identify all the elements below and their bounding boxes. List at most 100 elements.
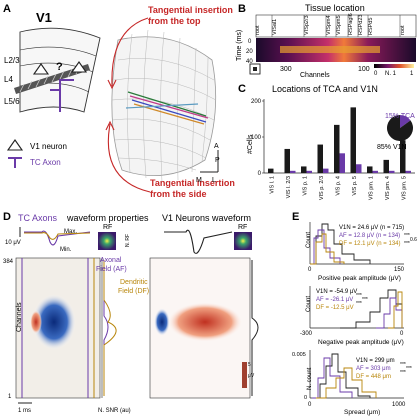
e3-stat: ***	[400, 370, 406, 376]
e2-xlabel: Negative peak amplitude (μV)	[318, 339, 404, 346]
c-category-label: VIS p. 1	[303, 176, 309, 196]
bar-v1n	[367, 166, 373, 173]
bar-v1n	[284, 148, 290, 173]
axis-a: A	[214, 143, 219, 150]
panel-c-label: C	[238, 83, 246, 95]
e2-xtick: 0	[400, 331, 404, 337]
bar-tca	[389, 170, 395, 173]
question-mark: ?	[56, 61, 63, 73]
rf-label: RF	[103, 224, 112, 231]
probe-square-dot	[253, 67, 257, 71]
e2-ylabel: Count	[306, 296, 312, 312]
e1-af-hist	[310, 229, 341, 265]
pie-label-v1n: 85% V1N	[377, 144, 407, 151]
d-left-title-2: waveform properties	[66, 213, 149, 223]
axis-p: P	[215, 157, 220, 164]
tc-heatmap-pos	[30, 310, 42, 334]
c-category-label: VIS pm. 1	[369, 176, 375, 200]
bar-tca	[356, 164, 362, 173]
c-bars	[268, 107, 411, 173]
e3-df: DF = 448 μm	[356, 374, 391, 380]
e2-af-hist	[376, 297, 403, 329]
colorbar-label: N. 1	[385, 71, 397, 77]
region-label: VISpm4	[326, 15, 332, 35]
annotation-top: Tangential insertion from the top	[148, 5, 233, 26]
region-label: VISp2/3	[304, 15, 310, 35]
e1-af: AF = 12.8 μV (n = 134)	[339, 233, 400, 239]
c-category-label: VIS pm. 5	[402, 176, 408, 200]
d-max-label: Max.	[64, 229, 77, 235]
b-ytick: 0	[248, 39, 252, 45]
legend-axon-icon	[8, 157, 22, 168]
tc-heatmap-neg	[32, 294, 76, 350]
e2-stat: ***	[356, 301, 362, 307]
v1-profile	[251, 260, 259, 396]
b-ytick: 40	[246, 59, 253, 65]
e1-stat: ***	[404, 233, 410, 239]
e3-df-hist	[316, 367, 377, 399]
colorbar	[374, 64, 414, 68]
annotation-side: Tangential insertion from the side	[150, 178, 235, 199]
df-label: Dendritic Field (DF)	[118, 279, 149, 295]
df-profile	[103, 260, 117, 396]
panel-b-title: Tissue location	[305, 3, 365, 13]
b-ytick: 20	[246, 49, 253, 55]
c-category-label: VIS l. 1	[270, 176, 276, 194]
layer-l23: L2/3	[4, 56, 20, 65]
e3-xtick: 1000	[392, 402, 406, 408]
c-yticks: 0 100 200	[251, 99, 264, 177]
arrowhead-side	[105, 120, 115, 131]
legend-neuron-label: V1 neuron	[30, 142, 67, 151]
e3-xtick: 0	[308, 402, 312, 408]
e2-df: DF = -12.5 μV	[316, 305, 354, 311]
bar-tca	[306, 170, 312, 173]
legend-axon-label: TC Axon	[30, 158, 61, 167]
e3-ytick: 0.005	[292, 352, 306, 358]
panel-c-ylabel: #Cells	[247, 134, 254, 154]
e2-df-hist	[388, 291, 403, 329]
panel-a-label: A	[3, 3, 11, 15]
region-label: RSPd5	[368, 18, 374, 35]
e3-ytick: 0	[304, 395, 307, 401]
tc-waveform	[24, 230, 91, 246]
pie-slice	[400, 115, 411, 128]
v1-waveform	[164, 229, 233, 254]
e1-df-hist	[310, 233, 345, 265]
e1-xlabel: Positive peak amplitude (μV)	[318, 275, 401, 282]
c-ytick: 0	[258, 171, 262, 177]
e2-stat: ***	[362, 297, 368, 303]
c-ytick: 100	[251, 135, 262, 141]
bar-v1n	[334, 124, 340, 173]
b-xtick: 300	[280, 66, 292, 73]
b-xtick: 100	[358, 66, 370, 73]
bar-v1n	[350, 107, 356, 173]
rf-image	[98, 232, 116, 250]
nrf-label: N. RF	[125, 234, 131, 247]
e3-stat: ***	[400, 362, 406, 368]
e2-xtick: -300	[300, 331, 313, 337]
d-ytick: 384	[3, 259, 14, 265]
c-category-label: VIS pm. 4	[385, 176, 391, 200]
e1-ratio: 0.6	[410, 237, 417, 243]
pie-chart	[387, 115, 413, 141]
d-scale-uv: 10 μV	[5, 240, 21, 246]
e1-stat: ***	[404, 241, 410, 247]
e1-xtick: 0	[308, 267, 312, 273]
c-xlabels: VIS l. 1 VIS l. 2/3 VIS p. 1 VIS p. 2/3 VIS …	[270, 176, 408, 200]
bar-v1n	[301, 166, 307, 173]
region-label: VISpm5	[336, 15, 342, 35]
axis-m: M	[196, 177, 202, 184]
axis-l: L	[212, 177, 216, 184]
panel-b: B Tissue location root VISal1 VISp2/3 VISpm…	[236, 3, 417, 79]
c-category-label: VIS p. 2/3	[319, 176, 325, 200]
panel-b-label: B	[238, 3, 246, 15]
bar-tca	[372, 170, 378, 173]
bar-tca	[290, 170, 296, 173]
layer-l4: L4	[4, 75, 13, 84]
arrow-top	[111, 17, 149, 87]
bar-v1n	[268, 168, 274, 173]
rf-image-v1	[234, 232, 252, 250]
panel-e-label: E	[292, 211, 299, 223]
pie-label-tca: 15% TCA	[385, 113, 415, 120]
colorbar-max: 1	[410, 71, 414, 77]
